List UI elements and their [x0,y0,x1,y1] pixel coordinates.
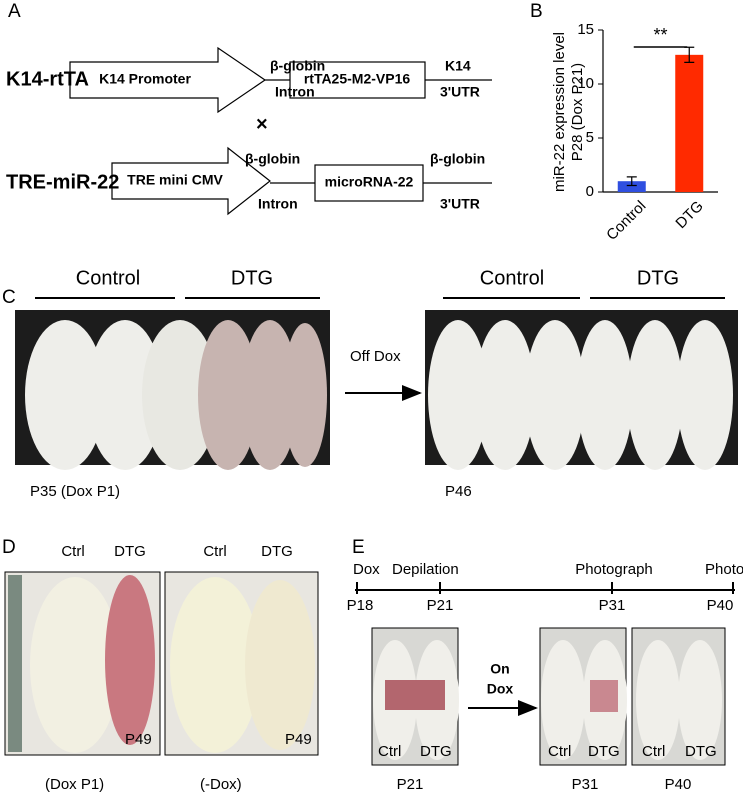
bar [675,54,704,193]
timeline [355,582,735,594]
construct-name: TRE-miR-22 [6,171,119,193]
utr: β-globin [430,151,485,167]
x-tick-label: Control [603,198,649,244]
group-label: Control [480,267,544,289]
group-label: DTG [637,267,679,289]
caption: P40 [665,776,692,793]
linker: Intron [275,84,315,100]
bar-chart: 0 5 10 15 Control DTG ** [577,21,718,244]
bar [617,181,646,192]
day: P40 [707,597,734,614]
gene: microRNA-22 [325,174,414,190]
photo-label: Ctrl [203,543,226,560]
photo-label: DTG [420,743,452,760]
promoter: TRE mini CMV [127,172,223,188]
event: Photograph [575,561,653,578]
group-label: DTG [231,267,273,289]
photo-label: Ctrl [378,743,401,760]
utr: K14 [445,58,471,74]
y-tick-label: 0 [586,183,594,200]
linker: Intron [258,196,298,212]
y-axis-label: P28 (Dox P21) [569,63,586,161]
y-tick-label: 10 [577,75,594,92]
photo-label: P49 [285,731,312,748]
linker: β-globin [270,58,325,74]
caption: (-Dox) [200,776,242,793]
cross: × [256,113,268,135]
caption: P35 (Dox P1) [30,483,120,500]
gene: rtTA25-M2-VP16 [304,71,411,87]
group-label: Control [76,267,140,289]
arrow-label: Off Dox [350,348,401,365]
photo-label: DTG [588,743,620,760]
photo-label: Ctrl [61,543,84,560]
event: Dox [353,561,380,578]
event: Photograph [705,561,743,578]
photo-label: P49 [125,731,152,748]
event: Depilation [392,561,459,578]
significance: ** [653,25,667,45]
photo-label: DTG [114,543,146,560]
photo-label: Ctrl [548,743,571,760]
caption: P46 [445,483,472,500]
arrow-label: Dox [487,681,514,697]
promoter: K14 Promoter [99,71,191,87]
day: P21 [427,597,454,614]
error-bar [626,176,637,187]
caption: (Dox P1) [45,776,104,793]
y-axis-label: miR-22 expression level [551,32,568,192]
x-tick-label: DTG [672,198,706,232]
arrow-label: On [490,661,509,677]
caption: P21 [397,776,424,793]
panel-label: D [2,537,16,558]
utr: 3'UTR [440,196,480,212]
day: P18 [347,597,374,614]
photo [15,310,738,470]
panel-label: A [8,1,21,22]
y-tick-label: 15 [577,21,594,38]
panel-label: E [352,537,365,558]
construct-diagram [69,46,492,216]
day: P31 [599,597,626,614]
construct-name: K14-rtTA [6,68,89,90]
photo-label: DTG [685,743,717,760]
y-tick-label: 5 [586,129,594,146]
utr: 3'UTR [440,84,480,100]
photo-label: Ctrl [642,743,665,760]
caption: P31 [572,776,599,793]
photo [371,627,726,766]
photo-label: DTG [261,543,293,560]
linker: β-globin [245,151,300,167]
panel-label: B [530,1,543,22]
panel-label: C [2,287,16,308]
photo [4,571,319,756]
